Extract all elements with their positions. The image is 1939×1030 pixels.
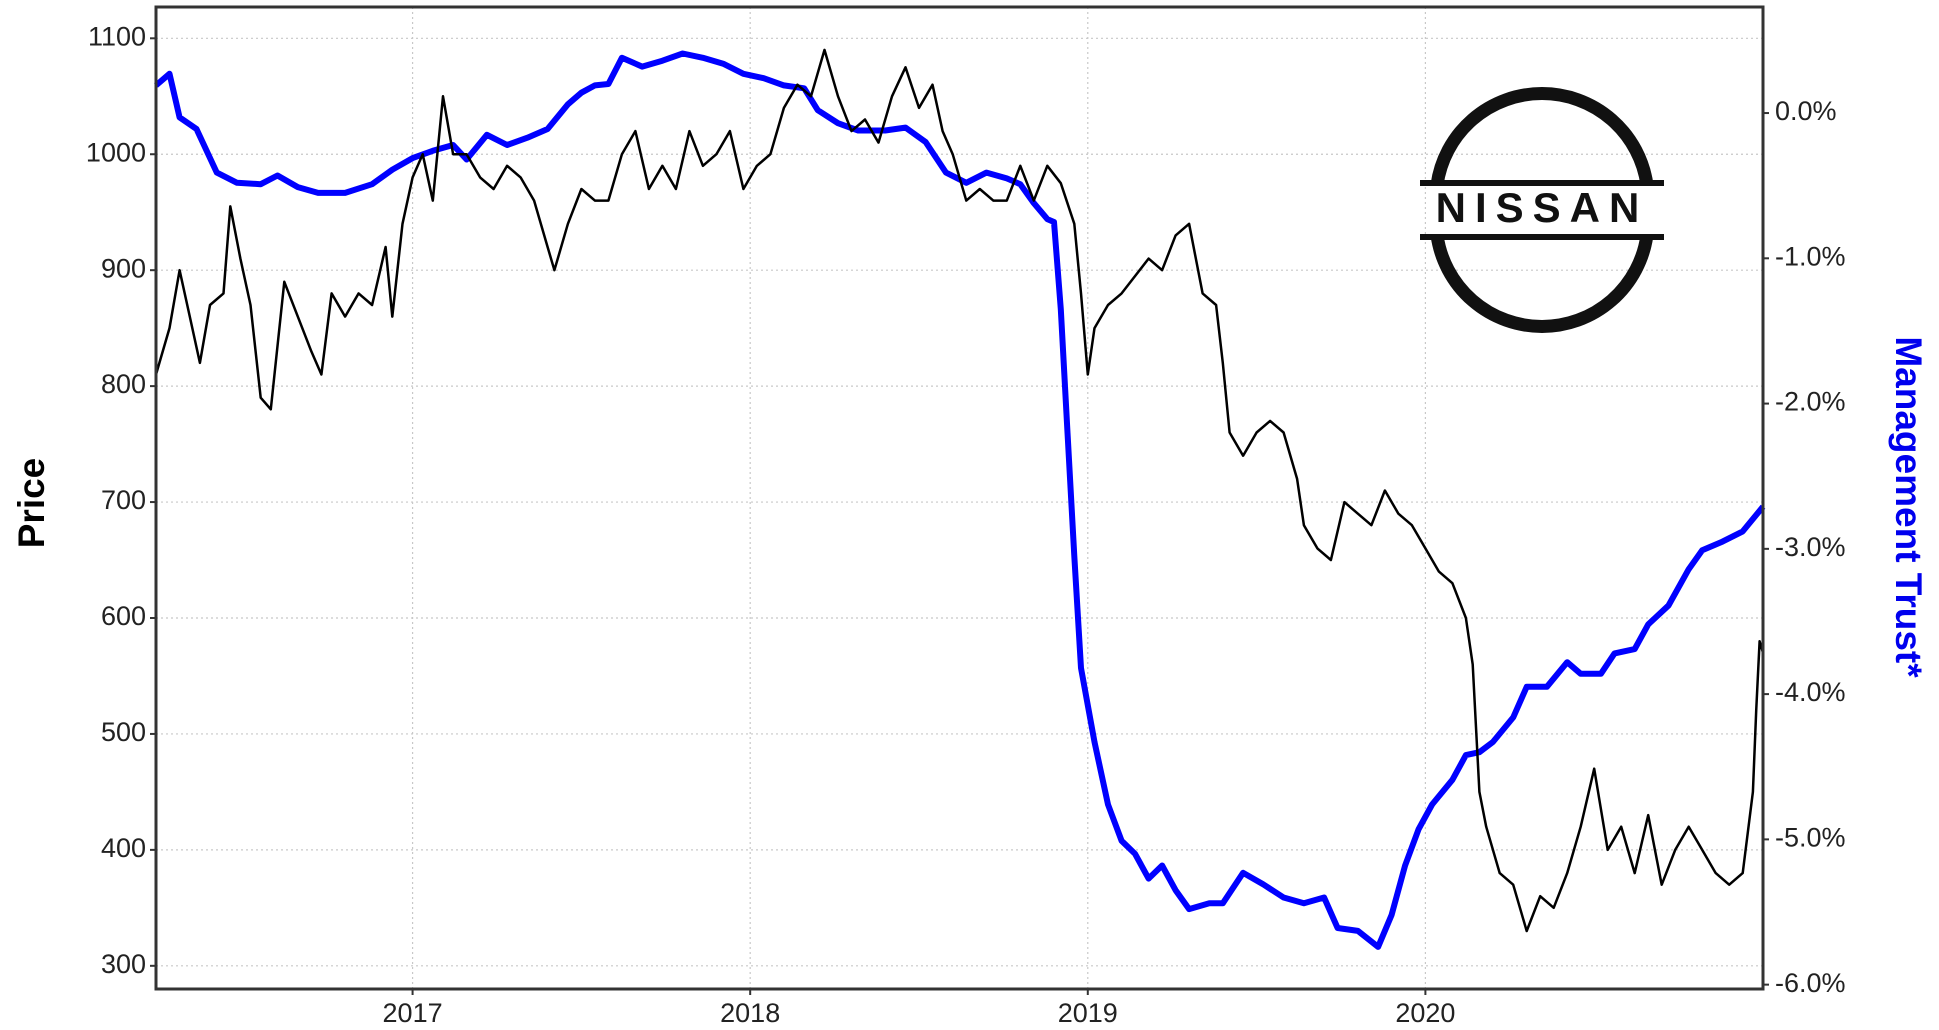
logo-text: NISSAN [1436,184,1649,231]
y2-tick-label: -3.0% [1775,532,1846,562]
y-tick-label: 400 [101,833,146,863]
logo-bar-top [1420,180,1664,186]
y2-tick-label: -1.0% [1775,241,1846,271]
line-series [154,48,1765,933]
logo-ring-bottom [1430,234,1654,333]
y2-tick-label: -6.0% [1775,968,1846,998]
x-tick-label: 2020 [1395,998,1455,1028]
y-tick-label: 500 [101,717,146,747]
y2-axis-label: Management Trust* [1888,336,1929,678]
y-tick-label: 600 [101,601,146,631]
x-tick-label: 2019 [1058,998,1118,1028]
logo-ring-top [1430,87,1654,186]
y-tick-label: 800 [101,369,146,399]
x-tick-label: 2017 [383,998,443,1028]
y-tick-label: 900 [101,253,146,283]
y2-tick-label: -2.0% [1775,387,1846,417]
y2-tick-label: -4.0% [1775,677,1846,707]
y2-tick-label: 0.0% [1775,96,1837,126]
y-axis-label: Price [11,458,52,549]
logo [1430,87,1654,333]
y2-tick-label: -5.0% [1775,823,1846,853]
y-tick-label: 700 [101,485,146,515]
y-tick-label: 1000 [86,137,146,167]
line-series [154,50,1766,950]
y-tick-label: 1100 [88,21,146,51]
logo-bar-bottom [1420,234,1664,240]
x-tick-label: 2018 [720,998,780,1028]
plot-frame [154,5,1765,991]
y-tick-label: 300 [101,949,146,979]
